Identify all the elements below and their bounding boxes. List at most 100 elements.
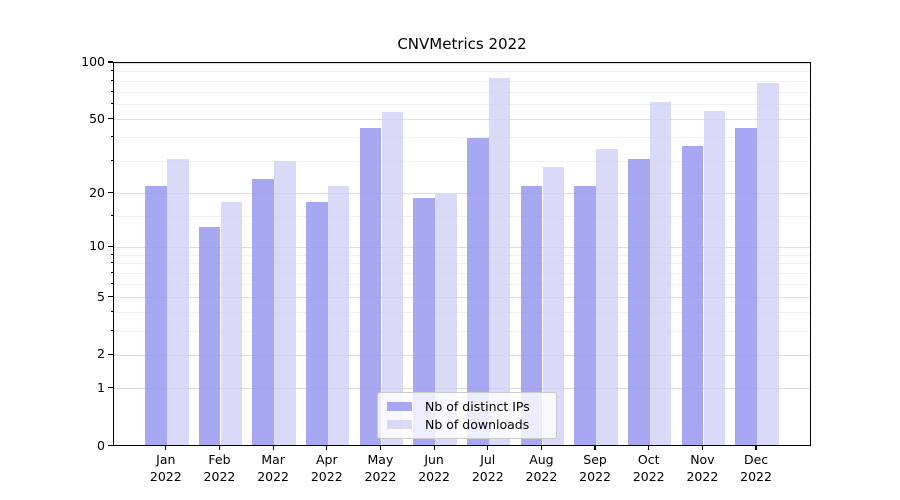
bar-distinct-ips-jun — [413, 197, 435, 445]
x-tick-year: 2022 — [632, 469, 665, 484]
legend-item-distinct-ips: Nb of distinct IPs — [387, 398, 547, 416]
y-tick-label: 10 — [89, 238, 105, 254]
legend-label-downloads: Nb of downloads — [425, 416, 530, 432]
x-tick-year: 2022 — [579, 469, 611, 484]
bar-downloads-sep — [596, 148, 618, 445]
x-tick-label-mar: Mar 2022 — [241, 451, 305, 485]
gridline-minor — [114, 160, 810, 162]
x-tick-label-feb: Feb 2022 — [187, 451, 251, 485]
gridline-major — [114, 246, 810, 248]
x-tick-mark — [540, 445, 542, 450]
gridline-minor — [114, 80, 810, 82]
gridline-minor — [114, 254, 810, 256]
bar-distinct-ips-dec — [735, 128, 757, 445]
bar-distinct-ips-mar — [252, 179, 274, 445]
y-minor-tick-mark — [110, 311, 113, 313]
gridline-minor — [114, 91, 810, 93]
x-tick-label-apr: Apr 2022 — [295, 451, 359, 485]
x-tick-year: 2022 — [257, 469, 290, 484]
legend-label-distinct-ips: Nb of distinct IPs — [425, 399, 530, 415]
gridline-major — [114, 388, 810, 390]
y-tick-label: 5 — [97, 288, 105, 304]
y-tick-mark — [108, 444, 113, 447]
x-tick-year: 2022 — [418, 469, 450, 484]
x-tick-label-oct: Oct 2022 — [617, 451, 681, 485]
plot-area — [113, 62, 811, 446]
gridline-minor — [114, 312, 810, 314]
bar-distinct-ips-jan — [145, 185, 167, 445]
bar-downloads-aug — [542, 166, 565, 445]
y-tick-label: 2 — [97, 346, 105, 362]
y-tick-mark — [108, 61, 113, 63]
bar-distinct-ips-nov — [681, 146, 704, 445]
x-tick-month: Nov — [690, 452, 715, 467]
gridline-minor — [114, 263, 810, 265]
bar-distinct-ips-oct — [628, 158, 650, 445]
bar-downloads-jun — [435, 193, 457, 445]
y-minor-tick-mark — [110, 103, 113, 105]
y-tick-label: 0 — [97, 437, 105, 453]
y-minor-tick-mark — [110, 272, 113, 274]
y-tick-label: 20 — [89, 184, 105, 200]
x-tick-label-nov: Nov 2022 — [670, 451, 734, 485]
y-tick-mark — [108, 245, 113, 247]
x-tick-label-jul: Jul 2022 — [456, 451, 520, 485]
x-tick-month: Feb — [208, 452, 231, 467]
x-tick-year: 2022 — [203, 469, 236, 484]
x-tick-year: 2022 — [310, 469, 343, 484]
bar-distinct-ips-may — [359, 128, 382, 445]
x-tick-mark — [272, 445, 274, 450]
y-tick-mark — [108, 296, 113, 298]
bar-downloads-mar — [274, 161, 296, 445]
bar-distinct-ips-apr — [306, 201, 328, 445]
y-minor-tick-mark — [110, 159, 113, 161]
gridline-minor — [114, 104, 810, 106]
x-tick-year: 2022 — [740, 469, 772, 484]
x-tick-label-may: May 2022 — [348, 451, 412, 485]
bar-downloads-jul — [488, 78, 511, 445]
y-tick-mark — [108, 118, 113, 120]
x-tick-month: Jan — [156, 452, 176, 467]
gridline-major — [114, 297, 810, 299]
bar-downloads-may — [381, 112, 404, 445]
x-tick-month: Dec — [743, 452, 769, 467]
y-minor-tick-mark — [110, 262, 113, 264]
chart-title: CNVMetrics 2022 — [397, 35, 527, 53]
x-tick-label-jun: Jun 2022 — [402, 451, 466, 485]
x-tick-month: Mar — [261, 452, 285, 467]
x-tick-mark — [165, 445, 167, 450]
y-minor-tick-mark — [110, 70, 113, 72]
x-tick-label-dec: Dec 2022 — [724, 451, 788, 485]
y-minor-tick-mark — [110, 329, 113, 331]
y-tick-mark — [108, 387, 113, 389]
gridline-minor — [114, 71, 810, 73]
bar-downloads-dec — [757, 83, 779, 445]
x-tick-month: Apr — [315, 452, 338, 467]
y-minor-tick-mark — [110, 253, 113, 255]
y-minor-tick-mark — [110, 79, 113, 81]
legend-swatch-distinct-ips — [387, 402, 412, 412]
y-minor-tick-mark — [110, 283, 113, 285]
bar-downloads-oct — [649, 102, 672, 445]
y-minor-tick-mark — [110, 136, 113, 138]
x-tick-month: May — [367, 452, 394, 467]
y-tick-label: 1 — [97, 379, 105, 395]
x-tick-mark — [487, 445, 489, 450]
y-tick-label: 50 — [89, 110, 105, 126]
gridline-minor — [114, 284, 810, 286]
x-tick-year: 2022 — [149, 469, 182, 484]
gridline-minor — [114, 215, 810, 217]
x-tick-mark — [326, 445, 328, 450]
x-tick-month: Oct — [637, 452, 660, 467]
x-tick-month: Sep — [583, 452, 607, 467]
legend: Nb of distinct IPs Nb of downloads — [377, 392, 557, 439]
legend-swatch-downloads — [387, 419, 412, 429]
gridline-major — [114, 354, 810, 356]
gridline-minor — [114, 137, 810, 139]
x-tick-mark — [755, 445, 757, 450]
x-tick-mark — [648, 445, 650, 450]
bar-distinct-ips-sep — [574, 185, 596, 445]
bar-distinct-ips-feb — [198, 227, 221, 445]
x-tick-mark — [701, 445, 703, 450]
